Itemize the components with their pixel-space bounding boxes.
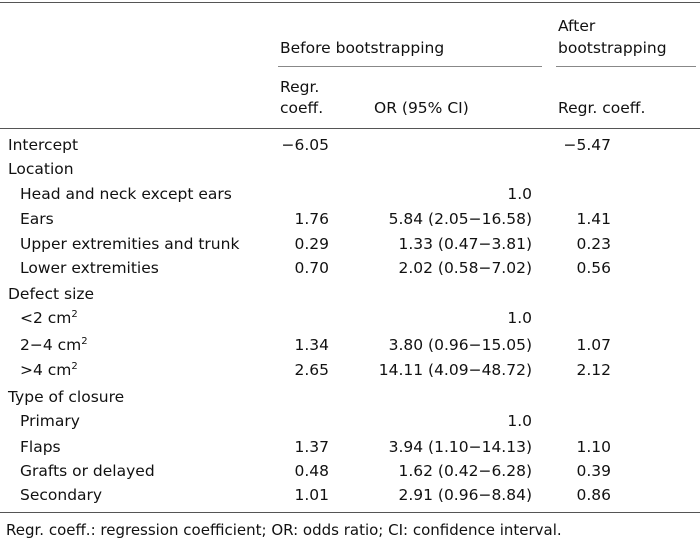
before-group-rule	[278, 66, 542, 67]
row-label: 2−4 cm2	[20, 336, 88, 354]
cell-after-regr-coeff: 1.07	[576, 336, 611, 354]
row-label: Location	[8, 160, 74, 178]
cell-regr-coeff: 0.70	[294, 259, 329, 277]
cell-odds-ratio: 2.91 (0.96−8.84)	[398, 486, 532, 504]
row-label: Intercept	[8, 136, 79, 154]
cell-odds-ratio: 1.62 (0.42−6.28)	[398, 462, 532, 480]
row-label: Secondary	[20, 486, 103, 504]
cell-regr-coeff: 1.34	[294, 336, 329, 354]
cell-after-regr-coeff: 0.56	[576, 259, 611, 277]
cell-regr-coeff: 0.29	[294, 235, 329, 253]
cell-regr-coeff: 1.37	[294, 438, 329, 456]
cell-regr-coeff: 1.01	[294, 486, 329, 504]
cell-after-regr-coeff: 2.12	[576, 361, 611, 379]
cell-after-regr-coeff: 1.10	[576, 438, 611, 456]
row-label: Defect size	[8, 285, 95, 303]
cell-odds-ratio: 1.0	[507, 309, 532, 327]
header-or-ci: OR (95% CI)	[374, 99, 469, 117]
header-bottom-rule	[0, 128, 700, 129]
cell-odds-ratio: 1.0	[507, 412, 532, 430]
cell-regr-coeff: 0.48	[294, 462, 329, 480]
cell-regr-coeff: 2.65	[294, 361, 329, 379]
row-label: Upper extremities and trunk	[20, 235, 240, 253]
cell-after-regr-coeff: 0.39	[576, 462, 611, 480]
row-label: Flaps	[20, 438, 61, 456]
row-label: Ears	[20, 210, 54, 228]
row-label: Lower extremities	[20, 259, 159, 277]
cell-after-regr-coeff: −5.47	[563, 136, 612, 154]
cell-regr-coeff: −6.05	[281, 136, 330, 154]
cell-odds-ratio: 1.33 (0.47−3.81)	[398, 235, 532, 253]
table-top-rule	[0, 2, 700, 3]
cell-odds-ratio: 1.0	[507, 185, 532, 203]
cell-after-regr-coeff: 0.23	[576, 235, 611, 253]
cell-odds-ratio: 3.80 (0.96−15.05)	[388, 336, 532, 354]
cell-odds-ratio: 3.94 (1.10−14.13)	[388, 438, 532, 456]
cell-odds-ratio: 5.84 (2.05−16.58)	[388, 210, 532, 228]
after-group-rule	[556, 66, 696, 67]
header-regr-line1: Regr.	[280, 78, 320, 96]
row-label: Grafts or delayed	[20, 462, 155, 480]
row-label: >4 cm2	[20, 361, 78, 379]
row-label: <2 cm2	[20, 309, 78, 327]
table-footnote: Regr. coeff.: regression coefficient; OR…	[6, 521, 562, 539]
cell-odds-ratio: 14.11 (4.09−48.72)	[378, 361, 532, 379]
header-after-regr: Regr. coeff.	[558, 99, 646, 117]
row-label: Head and neck except ears	[20, 185, 232, 203]
cell-regr-coeff: 1.76	[294, 210, 329, 228]
row-label: Primary	[20, 412, 80, 430]
cell-after-regr-coeff: 1.41	[576, 210, 611, 228]
header-after-line1: After	[558, 17, 596, 35]
row-label: Type of closure	[8, 388, 125, 406]
header-regr-line2: coeff.	[280, 99, 324, 117]
header-before-bootstrapping: Before bootstrapping	[280, 39, 445, 57]
header-after-line2: bootstrapping	[558, 39, 667, 57]
table-bottom-rule	[0, 512, 700, 513]
cell-odds-ratio: 2.02 (0.58−7.02)	[398, 259, 532, 277]
cell-after-regr-coeff: 0.86	[576, 486, 611, 504]
